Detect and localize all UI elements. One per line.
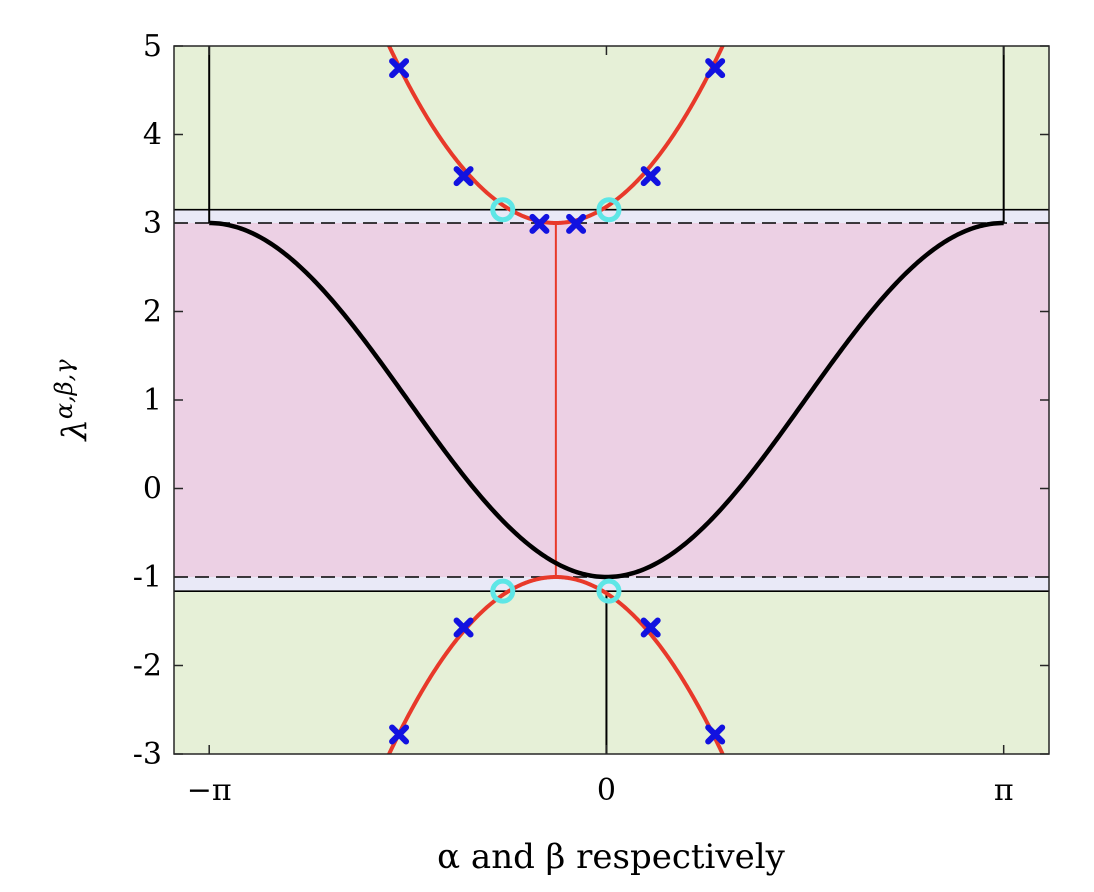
red-lower-curve (386, 574, 725, 754)
cross-marker-9 (640, 617, 661, 638)
cross-marker-5 (566, 213, 587, 234)
circle-marker-2 (490, 578, 516, 604)
band-1 (174, 209, 1049, 223)
cross-marker-7 (705, 724, 726, 745)
y-tick-label-1: 4 (143, 118, 162, 153)
y-axis-label-superscript: α,β,γ (50, 359, 78, 419)
black-curve (209, 220, 1004, 580)
y-tick-label-5: 0 (143, 472, 162, 507)
band-4 (174, 591, 1049, 754)
cross-marker-4 (529, 213, 550, 234)
circle-marker-0 (490, 197, 516, 223)
y-tick-label-6: -1 (133, 560, 162, 595)
cross-marker-3 (640, 166, 661, 187)
circle-marker-3 (596, 578, 622, 604)
y-axis-label: λα,β,γ (50, 359, 95, 443)
band-layer (174, 46, 1049, 754)
markers-layer (389, 58, 726, 745)
x-tick-label-1: 0 (597, 773, 616, 808)
curves-layer (209, 46, 1004, 754)
x-tick-label-2: π (994, 773, 1014, 808)
reference-lines-layer (174, 46, 1049, 754)
y-tick-label-3: 2 (143, 295, 162, 330)
cross-marker-6 (389, 724, 410, 745)
y-tick-label-8: -3 (133, 737, 162, 772)
cross-marker-2 (453, 166, 474, 187)
y-tick-label-7: -2 (133, 649, 162, 684)
cross-marker-0 (389, 58, 410, 79)
y-tick-label-0: 5 (143, 29, 162, 64)
y-axis-label-main: λ (55, 419, 95, 443)
band-2 (174, 223, 1049, 577)
band-3 (174, 577, 1049, 592)
band-0 (174, 46, 1049, 210)
y-tick-label-4: 1 (143, 383, 162, 418)
x-tick-label-0: −π (187, 773, 232, 808)
ticks-layer: 5 4 3 2 1 0 -1 -2 -3 −π 0 π (133, 29, 1049, 808)
cross-marker-1 (705, 58, 726, 79)
circle-marker-1 (596, 197, 622, 223)
x-axis-label: α and β respectively (437, 837, 785, 877)
cross-marker-8 (453, 617, 474, 638)
y-tick-label-2: 3 (143, 206, 162, 241)
red-upper-curve (386, 46, 725, 226)
